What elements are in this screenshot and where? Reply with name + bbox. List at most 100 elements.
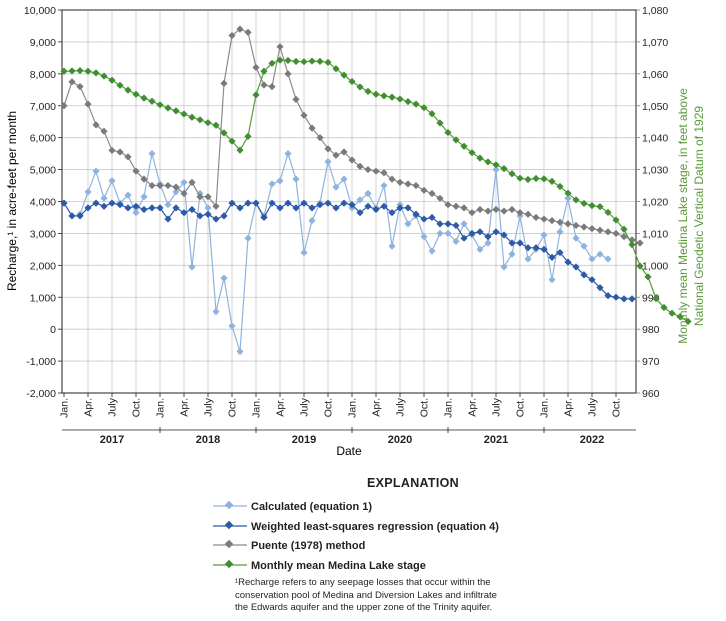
data-point [292,57,300,65]
data-point [452,202,460,210]
axis-ticks: 10,000 9,000 8,000 7,000 6,000 5,000 4,000 3,00… [24,5,669,446]
x-tick-label: Jan. [347,398,359,418]
data-point [92,121,100,129]
year-label: 2020 [388,434,412,446]
data-point [204,193,212,201]
data-point [236,347,244,356]
data-point [484,239,492,247]
data-point [348,201,356,209]
x-tick-label: Apr. [275,398,287,417]
year-label: 2019 [292,434,316,446]
data-point [260,67,268,75]
data-point [476,205,484,214]
data-point [148,181,156,190]
data-point [180,209,188,217]
data-point [404,220,412,228]
data-point [204,204,212,212]
data-point [148,150,156,158]
data-point [524,255,532,263]
data-point [316,57,324,65]
x-tick-label: July [587,397,599,416]
x-axis-title: Date [336,444,362,458]
y-tick-label-right: 1,020 [642,197,668,209]
data-point [268,199,276,207]
legend-item-regression: Weighted least-squares regression (equat… [213,518,633,538]
data-point [532,244,540,252]
data-point [676,313,684,321]
data-point [220,129,228,137]
data-point [268,83,276,91]
data-point [252,63,260,72]
x-tick-label: Jan. [251,398,263,418]
data-point [172,183,180,191]
data-point [396,95,404,103]
series-1 [60,199,636,303]
data-point [604,292,612,300]
data-point [164,181,172,190]
footnote-line: the Edwards aquifer and the upper zone o… [235,602,493,613]
data-point [300,58,308,66]
data-point [180,178,188,186]
y-tick-label-right: 1,040 [642,133,668,145]
data-point [300,248,308,257]
data-point [460,234,468,242]
data-point [564,258,572,266]
y-tick-label-left: 10,000 [24,5,56,17]
data-point [292,95,300,103]
data-point [332,151,340,159]
data-point [396,204,404,212]
data-point [244,199,252,207]
data-point [620,233,628,241]
data-point [564,220,572,228]
data-point [268,180,276,188]
legend-swatch-puente [213,539,247,549]
data-point [556,228,564,236]
legend-item-calculated: Calculated (equation 1) [213,498,633,518]
year-label: 2017 [100,434,124,446]
y-axis-title-left: Recharge,¹ in acre-feet per month [5,111,19,291]
data-point [124,86,132,94]
data-point [508,205,516,214]
data-point [188,205,196,214]
data-point [308,204,316,212]
data-point [372,205,380,214]
data-point [68,78,76,86]
y-tick-label-left: 0 [50,324,56,336]
data-point [540,231,548,239]
data-point [524,244,532,252]
data-point [212,215,220,223]
x-tick-label: Apr. [371,398,383,417]
data-point [284,199,292,207]
data-point [380,169,388,177]
data-point [284,150,292,158]
data-point [340,175,348,183]
data-point [484,207,492,215]
y-tick-label-right: 1,050 [642,101,668,113]
data-point [548,177,556,185]
data-point [124,191,132,199]
data-point [444,201,452,209]
data-point [628,295,636,303]
y-axis-title-right-line2: National Geodetic Vertical Datum of 1929 [692,106,706,326]
data-point [332,65,340,73]
data-point [348,77,356,86]
data-point [596,203,604,211]
data-point [108,177,116,185]
data-point [404,180,412,188]
data-point [276,204,284,212]
data-point [476,245,484,253]
data-point [300,199,308,207]
data-point [492,165,500,174]
data-point [572,263,580,271]
data-point [356,209,364,217]
data-point [620,295,628,303]
x-tick-label: July [491,397,503,416]
data-point [172,204,180,212]
data-point [132,90,140,98]
data-point [220,212,228,220]
x-tick-label: Jan. [443,398,455,418]
data-point [332,204,340,212]
data-point [324,58,332,66]
data-point [316,201,324,209]
data-point [668,309,676,317]
